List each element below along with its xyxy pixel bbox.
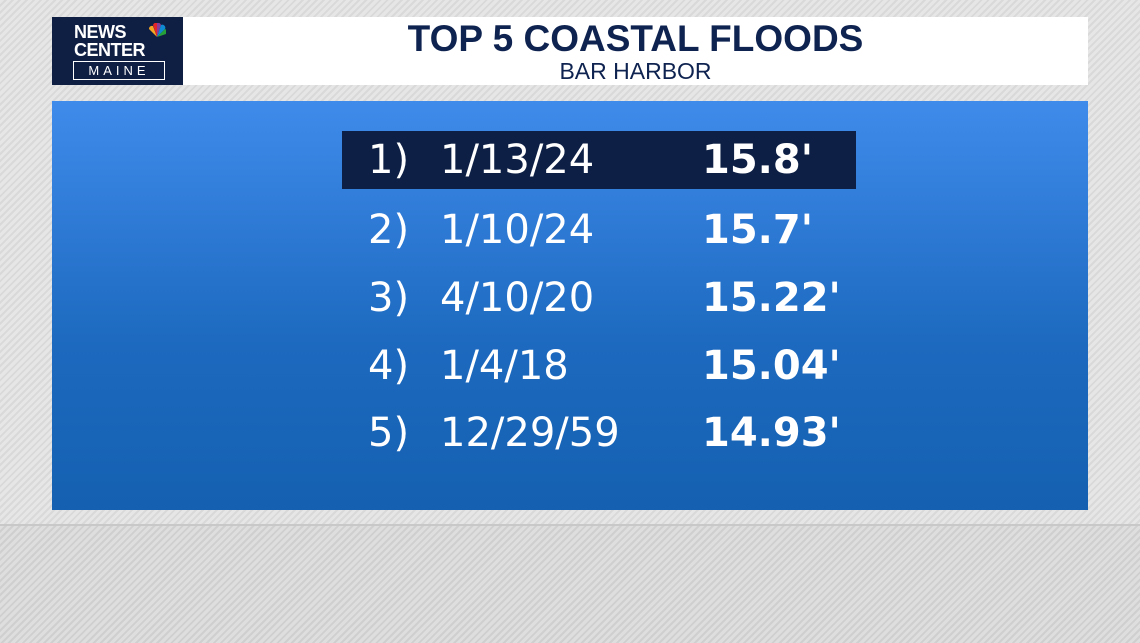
height: 14.93' [702, 410, 841, 456]
height: 15.22' [702, 275, 841, 321]
title: TOP 5 COASTAL FLOODS [407, 18, 864, 59]
highlight-row [342, 131, 856, 189]
date: 1/4/18 [440, 343, 569, 389]
logo-text: CENTER [74, 40, 146, 60]
logo-text: MAINE [73, 61, 165, 80]
date: 1/10/24 [440, 207, 595, 253]
floor-band [0, 524, 1140, 643]
rank: 5) [368, 410, 410, 456]
height: 15.7' [702, 207, 813, 253]
date: 1/13/24 [440, 137, 595, 183]
height: 15.04' [702, 343, 841, 389]
subtitle: BAR HARBOR [559, 58, 712, 84]
logo: NEWS CENTER MAINE [52, 17, 183, 85]
rank: 2) [368, 207, 410, 253]
height: 15.8' [702, 137, 813, 183]
date: 12/29/59 [440, 410, 620, 456]
date: 4/10/20 [440, 275, 595, 321]
header-bar [52, 17, 1088, 85]
logo-text: NEWS [74, 22, 127, 42]
peacock-icon [148, 23, 166, 37]
rank: 3) [368, 275, 410, 321]
rank: 4) [368, 343, 410, 389]
rank: 1) [368, 137, 410, 183]
